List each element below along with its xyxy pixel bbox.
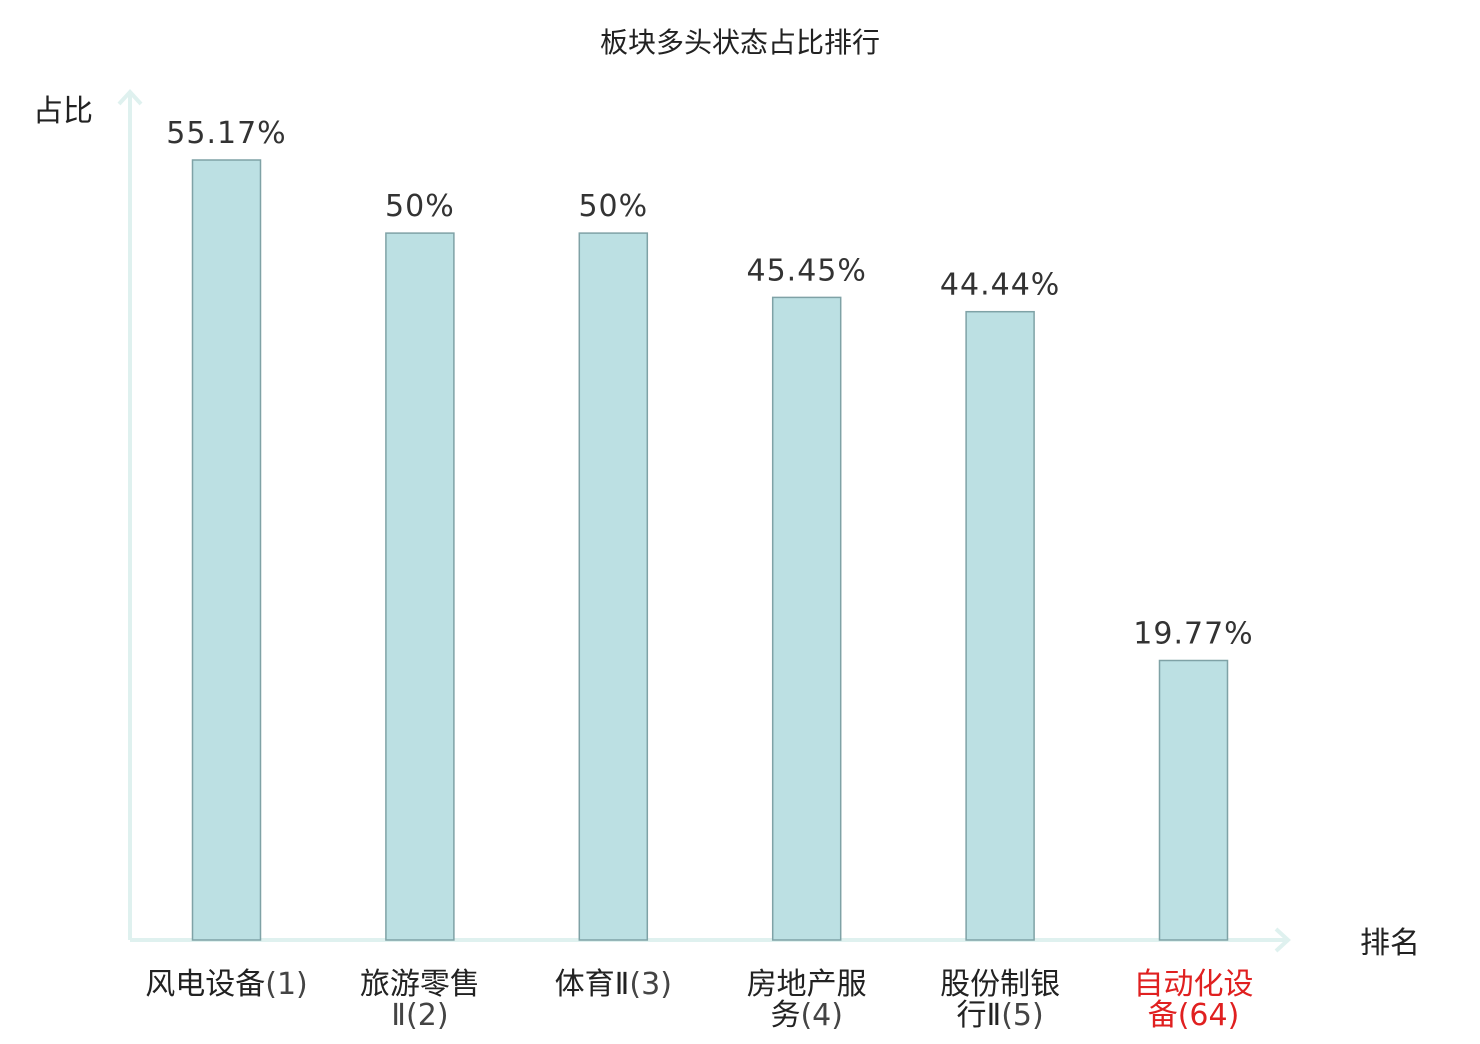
value-label: 44.44% <box>940 268 1060 303</box>
bar <box>965 310 1035 941</box>
category-label: Ⅱ(2) <box>391 998 448 1033</box>
category-label: 行Ⅱ(5) <box>956 998 1043 1033</box>
y-axis: 占比 <box>33 89 143 940</box>
category-label-part: 股份制银 <box>940 967 1060 1002</box>
category-label: 旅游零售 <box>360 967 480 1002</box>
y-axis-label: 占比 <box>33 94 93 129</box>
value-label: 45.45% <box>747 253 867 288</box>
category-label-part: 务 <box>770 998 800 1033</box>
y-axis-line <box>117 89 143 940</box>
value-label: 50% <box>385 189 455 224</box>
category-label-part: 房地产服 <box>747 967 867 1002</box>
category-label: 股份制银 <box>940 967 1060 1002</box>
category-label-part: 体育Ⅱ <box>555 967 630 1002</box>
chart-title: 板块多头状态占比排行 <box>600 26 880 59</box>
category-label: 房地产服 <box>747 967 867 1002</box>
category-label: 体育Ⅱ(3) <box>555 967 672 1002</box>
category-label: 备(64) <box>1148 998 1240 1033</box>
x-axis-line <box>130 927 1291 953</box>
value-label: 55.17% <box>166 116 286 151</box>
category-label-part: 备 <box>1148 998 1178 1033</box>
category-label-part: (4) <box>800 998 843 1033</box>
category-label-part: 旅游零售 <box>360 967 480 1002</box>
category-label: 务(4) <box>770 998 843 1033</box>
category-label-part: (64) <box>1178 998 1240 1033</box>
category-label-part: (3) <box>629 967 672 1002</box>
category-label-part: Ⅱ(2) <box>391 998 448 1033</box>
category-label-part: (1) <box>265 967 308 1002</box>
category-label-part: 风电设备 <box>145 967 265 1002</box>
bar <box>191 159 262 941</box>
value-label: 50% <box>578 189 648 224</box>
bar <box>578 232 649 941</box>
x-axis-label: 排名 <box>1360 926 1420 961</box>
x-axis: 排名 <box>130 926 1420 961</box>
category-label-part: 行Ⅱ <box>956 998 1001 1033</box>
value-labels: 55.17% 50% 50% 45.45% 44.44% 19.77% <box>166 116 1253 652</box>
bar <box>1158 659 1229 941</box>
value-label: 19.77% <box>1133 617 1253 652</box>
bar <box>385 232 455 941</box>
category-label-part: 自动化设 <box>1134 967 1254 1002</box>
category-label-part: (5) <box>1001 998 1044 1033</box>
bar-series <box>191 159 1229 941</box>
category-label: 自动化设 <box>1134 967 1254 1002</box>
bar <box>771 296 842 941</box>
category-label: 风电设备(1) <box>145 967 308 1002</box>
